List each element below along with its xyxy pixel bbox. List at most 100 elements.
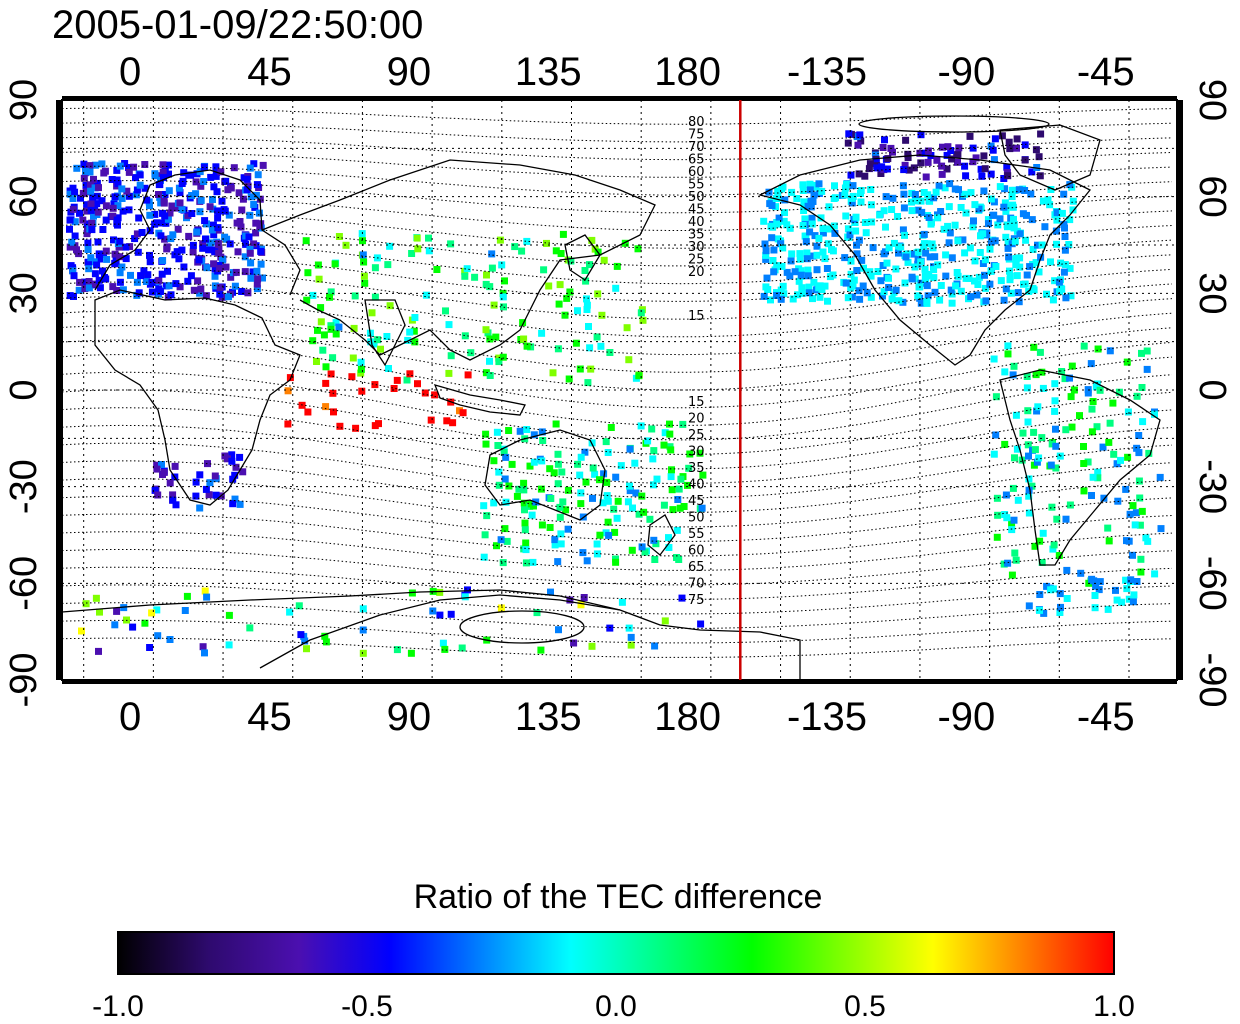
tec-cell [84,246,92,253]
contour-line [62,180,1173,214]
contour-line [62,281,1173,338]
tec-cell [586,344,594,352]
tec-cell [1066,374,1073,382]
contour-line [62,267,1173,320]
tec-cell [1123,537,1130,545]
contour-line [62,424,1173,484]
tec-cell [842,212,850,220]
tec-cell [651,556,659,563]
tec-cell [71,188,79,196]
tec-cell [1038,241,1046,249]
tec-cell [696,449,704,457]
tec-cell [326,293,333,301]
tec-cell [357,365,365,373]
tec-cell [403,376,411,384]
tec-cell [588,642,596,650]
tec-cell [768,234,776,242]
tec-cell [1133,444,1141,452]
tec-cell [786,272,794,280]
tec-cell [441,645,449,653]
tec-cell [1061,246,1069,254]
tec-cell [447,352,455,360]
tec-cell [800,198,808,206]
tec-cell [684,481,691,489]
tec-cell [194,277,202,285]
tec-cell [1080,443,1087,450]
tec-cell [119,286,127,294]
tec-cell [102,247,110,255]
tec-cell [481,531,489,539]
tec-cell [1062,426,1070,434]
tec-cell [957,287,965,295]
tec-cell [948,299,956,307]
tec-cell [992,431,1000,439]
tec-cell [228,457,236,465]
tec-cell [624,498,632,506]
tec-cell [1039,384,1047,392]
tec-cell [937,282,945,289]
tec-cell [411,314,419,321]
tec-cell [377,345,384,353]
tec-cell [994,221,1002,229]
tec-cell [911,197,919,205]
tec-cell [577,500,585,508]
tec-cell [529,558,537,566]
tec-cell [192,178,200,186]
tec-cell [639,316,647,324]
tec-cell [781,209,788,217]
tec-cell [231,471,239,479]
tec-cell [810,278,818,286]
tec-cell [463,265,471,273]
tec-cell [116,278,124,286]
tec-cell [257,247,265,255]
lon-tick-label: 45 [247,50,292,94]
tec-cell [172,204,180,212]
tec-cell [872,151,880,159]
tec-cell [1088,428,1096,436]
tec-cell [250,201,258,208]
tec-cell [1011,237,1019,245]
tec-cell [155,276,163,284]
tec-cell [890,239,898,247]
tec-cell [196,289,204,297]
tec-cell [359,605,367,613]
tec-cell [180,263,188,271]
tec-cell [852,213,860,221]
lon-tick-label: -45 [1077,695,1135,739]
tec-cell [554,345,562,353]
tec-cell [225,611,233,619]
tec-cell [551,536,559,544]
tec-cell [928,240,936,248]
tec-cell [522,539,530,547]
contour-label: 80 [688,115,705,130]
tec-cell [666,430,674,438]
tec-cell [914,248,922,256]
tec-cell [1157,525,1165,533]
tec-cell [566,596,574,604]
tec-cell [1056,590,1064,598]
tec-cell [552,247,560,255]
tec-cell [495,468,503,476]
tec-cell [900,166,908,174]
tec-cell [118,185,126,193]
tec-cell [83,207,91,215]
tec-cell [98,160,106,168]
tec-cell [930,274,938,282]
tec-cell [1032,371,1040,379]
tec-cell [225,211,233,219]
tec-cell [1138,349,1145,357]
tec-cell [496,236,504,244]
tec-cell [490,499,498,507]
tec-cell [199,643,207,651]
tec-cell [813,266,821,274]
tec-cell [202,235,209,243]
tec-cell [386,302,394,310]
tec-cell [872,158,880,165]
tec-cell [880,288,888,296]
tec-cell [1130,591,1138,599]
tec-cell [501,525,509,533]
lat-lon-grid [62,100,1177,680]
tec-cell [467,349,475,357]
tec-cell [1000,296,1008,304]
tec-cell [447,240,455,248]
